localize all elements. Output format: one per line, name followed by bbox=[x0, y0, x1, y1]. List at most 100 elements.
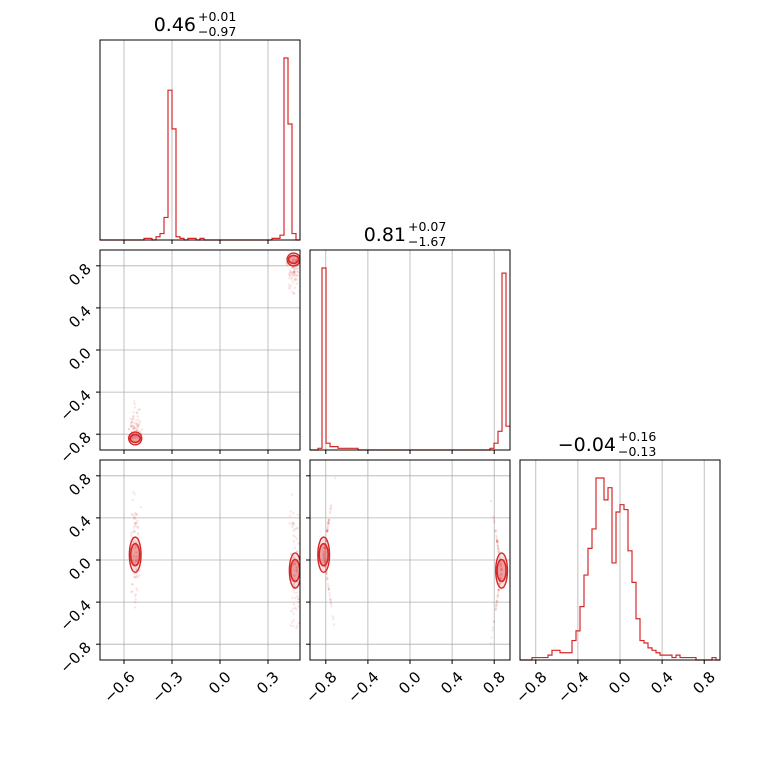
sample-point bbox=[291, 281, 295, 284]
sample-point bbox=[136, 526, 139, 529]
sample-point bbox=[500, 568, 503, 572]
x-tick-label: −0.8 bbox=[302, 668, 340, 706]
sample-point bbox=[292, 266, 296, 269]
sample-point bbox=[291, 266, 294, 270]
density-contour-inner bbox=[496, 558, 507, 583]
sample-point bbox=[500, 567, 503, 571]
sample-point bbox=[292, 534, 295, 537]
sample-point bbox=[326, 529, 329, 533]
sample-point bbox=[495, 604, 498, 607]
sample-point bbox=[492, 620, 496, 624]
sample-point bbox=[289, 284, 293, 287]
sample-point bbox=[295, 566, 298, 569]
sample-point bbox=[134, 436, 138, 439]
sample-point bbox=[134, 560, 138, 563]
sample-point bbox=[293, 291, 296, 295]
sample-point bbox=[496, 594, 499, 598]
sample-point bbox=[327, 521, 330, 525]
sample-point bbox=[293, 561, 297, 565]
x-tick-label: −0.3 bbox=[148, 668, 186, 706]
sample-point bbox=[293, 270, 296, 273]
sample-point bbox=[497, 547, 500, 550]
sample-point bbox=[130, 425, 133, 428]
sample-point bbox=[322, 554, 326, 558]
sample-point bbox=[136, 526, 140, 529]
sample-point bbox=[323, 560, 326, 564]
sample-point bbox=[322, 550, 326, 554]
sample-point bbox=[288, 273, 292, 276]
sample-point bbox=[134, 511, 137, 515]
sample-point bbox=[496, 540, 499, 544]
sample-point bbox=[295, 565, 299, 568]
sample-point bbox=[292, 269, 296, 273]
sample-point bbox=[135, 423, 139, 427]
sample-point bbox=[499, 563, 502, 567]
sample-point bbox=[326, 578, 329, 581]
sample-point bbox=[292, 607, 295, 611]
sample-point bbox=[323, 547, 326, 550]
sample-point bbox=[289, 270, 293, 274]
sample-point bbox=[130, 437, 134, 440]
sample-point bbox=[291, 493, 294, 496]
title-layer: 0.46 +0.01−0.97 0.81 +0.07−1.67 −0.04 +0.16−0… bbox=[154, 9, 657, 459]
sample-point bbox=[294, 596, 297, 600]
sample-point bbox=[497, 588, 500, 592]
sample-point bbox=[137, 418, 140, 422]
sample-point bbox=[291, 290, 294, 294]
sample-point bbox=[295, 627, 298, 630]
sample-point bbox=[135, 428, 138, 431]
sample-point bbox=[295, 267, 299, 270]
sample-point bbox=[497, 550, 500, 553]
data-layer bbox=[100, 57, 720, 661]
sample-point bbox=[327, 521, 330, 524]
sample-point bbox=[132, 556, 135, 559]
sample-point bbox=[322, 556, 326, 559]
x-tick-label: −0.8 bbox=[512, 668, 550, 706]
sample-point bbox=[138, 408, 141, 411]
sample-point bbox=[134, 555, 138, 558]
sample-point bbox=[326, 529, 329, 533]
sample-point bbox=[326, 525, 330, 529]
sample-point bbox=[292, 582, 296, 586]
sample-point bbox=[131, 436, 135, 439]
sample-point bbox=[494, 608, 497, 611]
sample-point bbox=[129, 425, 133, 429]
sample-point bbox=[297, 605, 300, 608]
sample-point bbox=[325, 530, 329, 533]
sample-point bbox=[297, 600, 300, 604]
histogram-step-2 bbox=[520, 477, 720, 661]
y-tick-label: 0.0 bbox=[65, 344, 95, 374]
sample-point bbox=[329, 602, 333, 606]
sample-point bbox=[322, 553, 325, 557]
sample-point bbox=[496, 541, 499, 544]
sample-point bbox=[288, 514, 292, 517]
sample-point bbox=[134, 435, 137, 439]
sample-point bbox=[134, 560, 137, 563]
sample-point bbox=[294, 277, 297, 281]
sample-point bbox=[498, 582, 501, 585]
sample-point bbox=[302, 271, 304, 273]
sample-point bbox=[323, 546, 326, 549]
sample-point bbox=[332, 617, 335, 621]
sample-point bbox=[130, 531, 133, 535]
sample-point bbox=[490, 636, 493, 639]
sample-point bbox=[133, 575, 136, 578]
sample-point bbox=[131, 540, 135, 544]
sample-point bbox=[133, 402, 136, 406]
sample-point bbox=[293, 562, 296, 565]
sample-point bbox=[133, 516, 136, 519]
sample-point bbox=[295, 607, 298, 611]
sample-point bbox=[133, 422, 136, 425]
sample-point bbox=[326, 528, 329, 532]
sample-point bbox=[326, 523, 330, 527]
sample-point bbox=[329, 597, 332, 600]
sample-point bbox=[327, 518, 331, 522]
sample-point bbox=[292, 511, 295, 515]
sample-point bbox=[498, 582, 501, 585]
sample-point bbox=[134, 545, 138, 548]
sample-point bbox=[130, 513, 134, 516]
sample-point bbox=[499, 574, 503, 577]
sample-point bbox=[296, 570, 299, 573]
sample-point bbox=[333, 476, 337, 480]
sample-point bbox=[293, 278, 296, 281]
